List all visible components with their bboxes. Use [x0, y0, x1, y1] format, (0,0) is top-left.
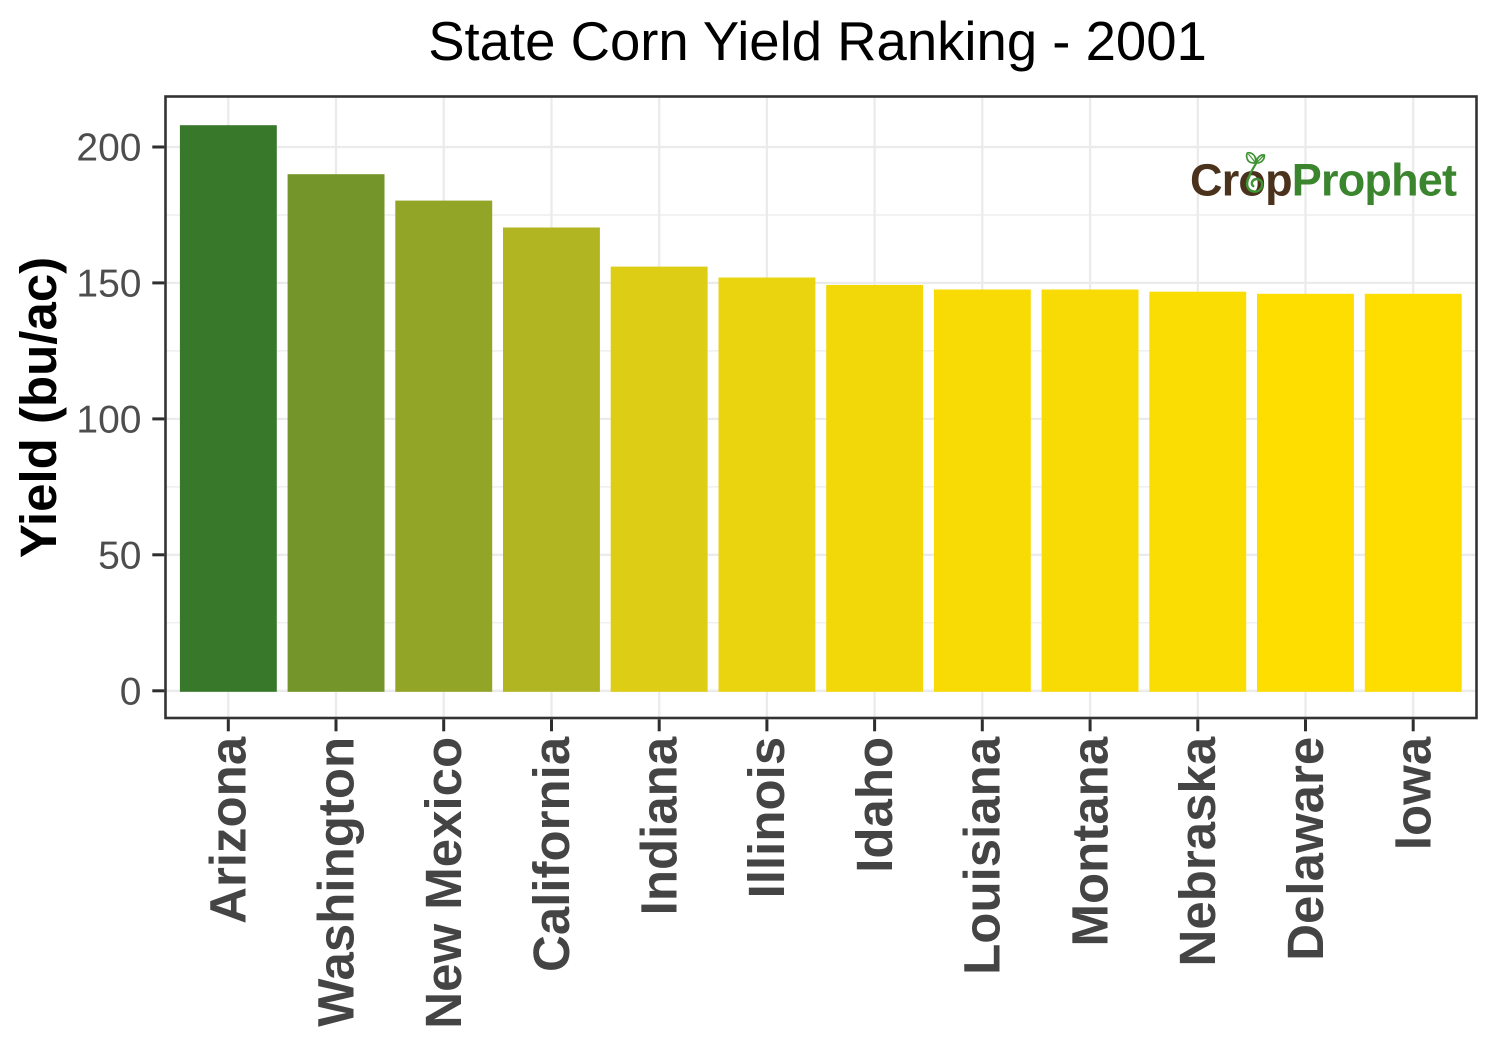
svg-text:200: 200 — [76, 127, 141, 170]
svg-text:Iowa: Iowa — [1385, 736, 1442, 850]
svg-text:Delaware: Delaware — [1277, 737, 1334, 961]
svg-text:New Mexico: New Mexico — [415, 737, 472, 1029]
svg-text:50: 50 — [98, 534, 141, 577]
svg-text:Indiana: Indiana — [631, 736, 688, 915]
svg-text:State Corn Yield Ranking - 200: State Corn Yield Ranking - 2001 — [428, 11, 1207, 72]
svg-text:Arizona: Arizona — [200, 736, 257, 924]
svg-text:Washington: Washington — [307, 737, 364, 1027]
svg-text:Yield (bu/ac): Yield (bu/ac) — [10, 257, 67, 558]
svg-text:Illinois: Illinois — [738, 737, 795, 899]
svg-text:0: 0 — [120, 670, 142, 713]
svg-text:Nebraska: Nebraska — [1169, 736, 1226, 966]
svg-text:Idaho: Idaho — [846, 737, 903, 873]
svg-text:150: 150 — [76, 262, 141, 305]
svg-text:Louisiana: Louisiana — [954, 736, 1011, 975]
svg-text:CropProphet: CropProphet — [1190, 155, 1457, 206]
svg-text:Montana: Montana — [1061, 736, 1118, 946]
svg-text:100: 100 — [76, 398, 141, 441]
svg-text:California: California — [523, 736, 580, 972]
